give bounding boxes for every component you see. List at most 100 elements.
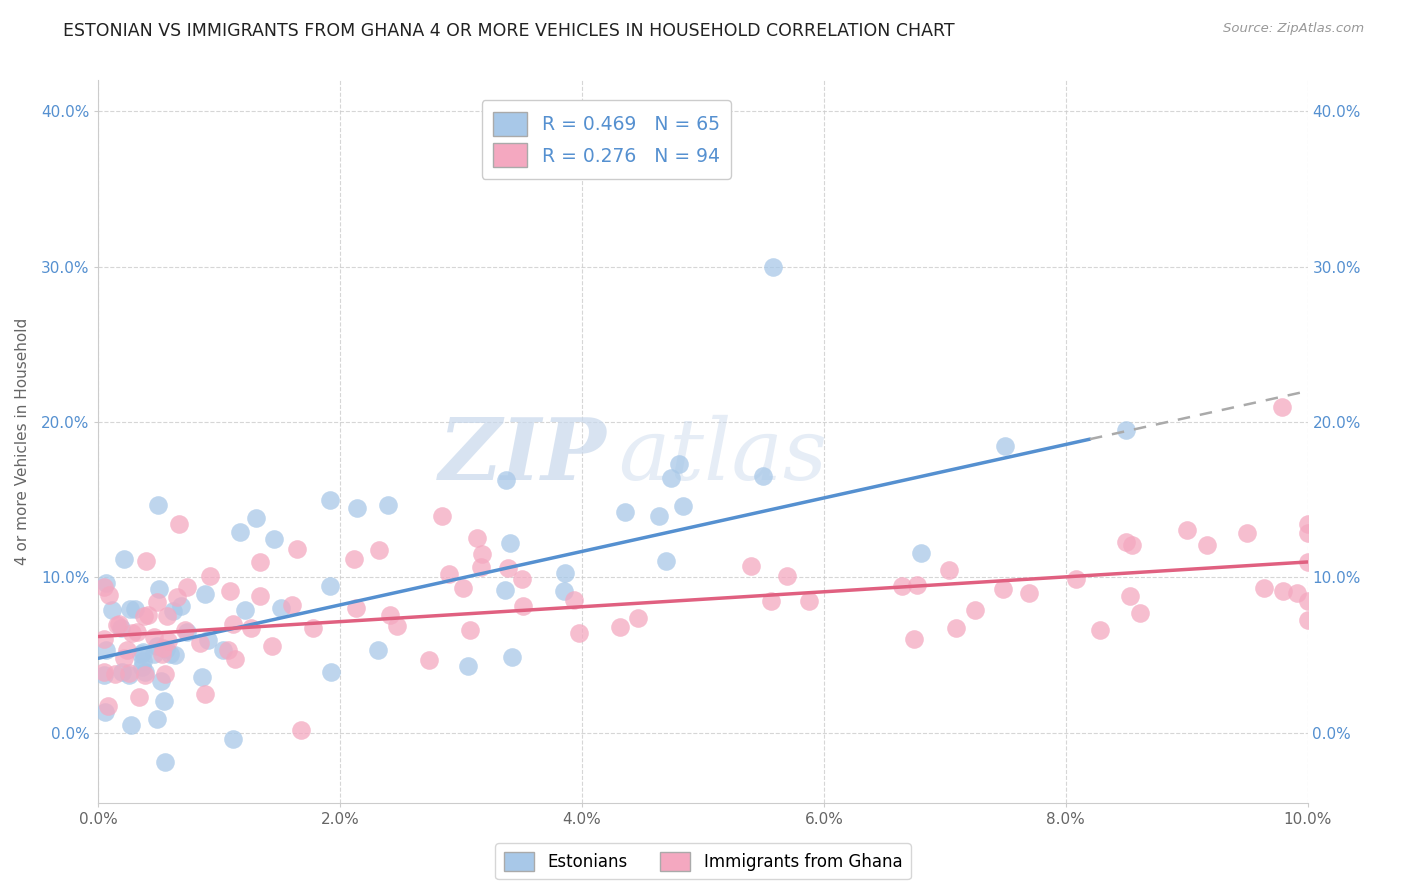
Point: [430, 508, 453, 523]
Point: [143, 647, 166, 661]
Point: [263, 532, 285, 546]
Point: [146, 594, 169, 608]
Point: [344, 601, 367, 615]
Point: [132, 645, 155, 659]
Point: [1195, 538, 1218, 552]
Point: [1121, 538, 1143, 552]
Point: [194, 587, 217, 601]
Point: [647, 508, 669, 523]
Point: [162, 604, 184, 618]
Point: [910, 546, 932, 560]
Point: [94, 705, 117, 719]
Point: [229, 524, 252, 539]
Point: [245, 511, 267, 525]
Point: [176, 624, 198, 639]
Point: [145, 712, 167, 726]
Point: [124, 601, 146, 615]
Point: [1236, 526, 1258, 541]
Point: [152, 640, 174, 655]
Point: [367, 643, 389, 657]
Point: [377, 498, 399, 512]
Point: [111, 665, 134, 679]
Point: [1296, 613, 1319, 627]
Point: [1296, 526, 1319, 541]
Point: [1115, 423, 1137, 437]
Point: [121, 625, 143, 640]
Point: [120, 718, 142, 732]
Text: atlas: atlas: [619, 415, 828, 498]
Point: [156, 608, 179, 623]
Point: [1129, 607, 1152, 621]
Point: [249, 555, 271, 569]
Point: [458, 623, 481, 637]
Point: [319, 493, 342, 508]
Point: [457, 659, 479, 673]
Point: [568, 626, 591, 640]
Point: [239, 621, 262, 635]
Point: [740, 559, 762, 574]
Point: [166, 591, 188, 605]
Point: [135, 553, 157, 567]
Point: [938, 563, 960, 577]
Point: [101, 602, 124, 616]
Point: [146, 498, 169, 512]
Point: [965, 602, 987, 616]
Point: [134, 668, 156, 682]
Point: [319, 665, 342, 680]
Point: [609, 620, 631, 634]
Point: [891, 579, 914, 593]
Point: [752, 469, 775, 483]
Point: [155, 755, 177, 769]
Point: [104, 666, 127, 681]
Point: [221, 732, 243, 747]
Point: [501, 649, 523, 664]
Legend: Estonians, Immigrants from Ghana: Estonians, Immigrants from Ghana: [495, 843, 911, 880]
Point: [1253, 581, 1275, 595]
Point: [194, 687, 217, 701]
Point: [167, 516, 190, 531]
Point: [496, 561, 519, 575]
Point: [905, 577, 928, 591]
Text: ZIP: ZIP: [439, 414, 606, 498]
Point: [467, 531, 489, 545]
Point: [627, 611, 650, 625]
Point: [1271, 400, 1294, 414]
Point: [191, 670, 214, 684]
Point: [134, 608, 156, 623]
Point: [1285, 586, 1308, 600]
Point: [129, 647, 152, 661]
Point: [1296, 517, 1319, 532]
Point: [233, 603, 256, 617]
Point: [1175, 524, 1198, 538]
Point: [145, 639, 167, 653]
Point: [159, 648, 181, 662]
Point: [1066, 572, 1088, 586]
Point: [1272, 584, 1295, 599]
Point: [155, 667, 177, 681]
Point: [198, 569, 221, 583]
Point: [762, 260, 785, 274]
Point: [659, 471, 682, 485]
Point: [346, 500, 368, 515]
Point: [112, 552, 135, 566]
Point: [451, 581, 474, 595]
Point: [367, 542, 389, 557]
Point: [655, 554, 678, 568]
Point: [174, 624, 197, 638]
Point: [108, 617, 131, 632]
Point: [290, 723, 312, 737]
Point: [564, 592, 586, 607]
Legend: R = 0.469   N = 65, R = 0.276   N = 94: R = 0.469 N = 65, R = 0.276 N = 94: [482, 101, 731, 178]
Point: [249, 589, 271, 603]
Point: [188, 635, 211, 649]
Point: [319, 579, 342, 593]
Point: [105, 618, 128, 632]
Point: [759, 594, 782, 608]
Point: [93, 667, 115, 681]
Point: [94, 575, 117, 590]
Point: [495, 473, 517, 487]
Y-axis label: 4 or more Vehicles in Household: 4 or more Vehicles in Household: [15, 318, 30, 566]
Point: [991, 582, 1014, 597]
Point: [93, 580, 115, 594]
Point: [1296, 556, 1319, 570]
